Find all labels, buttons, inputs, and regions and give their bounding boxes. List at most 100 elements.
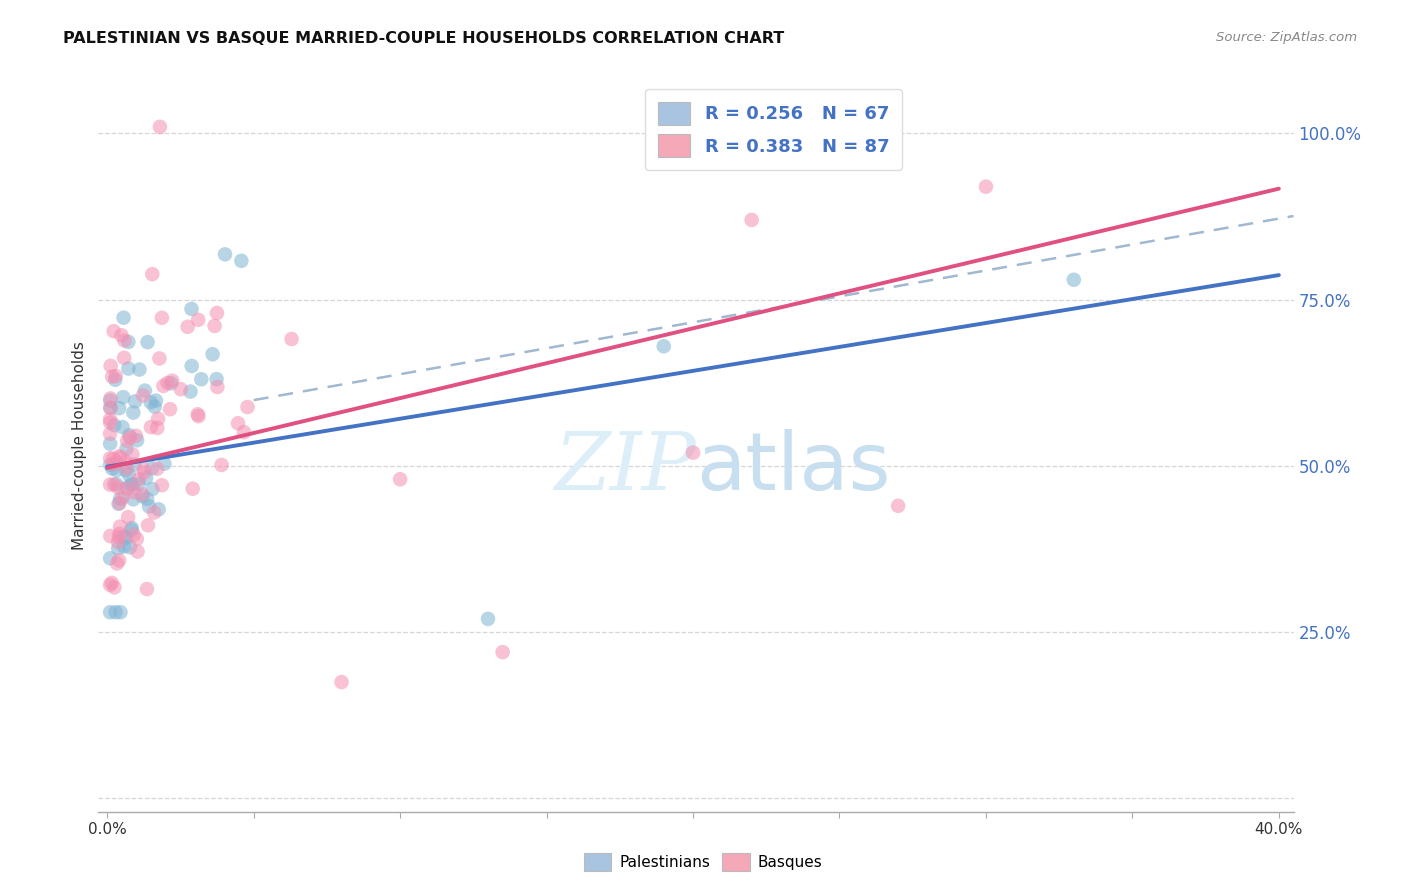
Point [103,324,125,338]
Point [111,491,134,505]
Point [136,582,159,596]
Point [101,369,124,384]
Point [280,332,302,346]
Point [103,477,125,491]
Point [98,451,121,466]
Point [115,481,138,495]
Point [974,179,997,194]
Point [122,527,145,541]
Point [141,482,163,496]
Point [100,392,122,406]
Point [148,351,170,366]
Point [98,426,121,441]
Point [136,491,159,506]
Point [111,420,134,434]
Point [103,451,125,466]
Point [159,402,181,417]
Point [105,455,128,469]
Point [101,461,124,475]
Text: atlas: atlas [696,429,890,507]
Point [124,394,146,409]
Point [190,372,212,386]
Point [131,489,153,503]
Point [330,675,353,690]
Point [117,334,139,349]
Point [682,445,704,459]
Point [110,328,132,343]
Point [98,477,121,491]
Point [127,434,149,448]
Point [122,485,145,500]
Point [121,447,143,461]
Point [108,496,131,510]
Point [108,530,131,544]
Point [128,362,150,376]
Point [132,462,155,476]
Point [112,351,135,365]
Point [105,477,128,491]
Point [115,455,138,469]
Point [139,395,162,409]
Point [204,318,226,333]
Point [122,477,145,491]
Point [134,466,156,480]
Point [118,428,141,442]
Point [98,529,121,543]
Point [108,449,131,463]
Point [121,523,143,537]
Point [201,347,224,361]
Point [139,420,162,434]
Point [120,477,142,491]
Point [124,458,146,472]
Point [108,553,131,567]
Point [110,450,132,465]
Point [115,434,138,448]
Point [117,482,139,496]
Point [108,491,131,506]
Point [149,120,172,134]
Point [108,401,131,416]
Point [125,429,148,443]
Point [98,605,121,619]
Point [741,213,763,227]
Point [112,540,135,554]
Point [112,530,135,544]
Point [114,334,136,348]
Point [214,247,236,261]
Point [112,310,135,325]
Point [103,457,125,471]
Point [180,359,202,373]
Point [103,418,125,433]
Point [100,359,122,373]
Point [115,463,138,477]
Point [104,373,127,387]
Legend: Palestinians, Basques: Palestinians, Basques [578,847,828,877]
Point [141,267,163,281]
Point [98,436,121,450]
Point [492,645,515,659]
Point [98,412,121,426]
Point [170,382,193,396]
Point [153,457,176,471]
Point [104,368,127,383]
Point [145,393,167,408]
Text: ZIP: ZIP [554,429,696,507]
Point [136,518,159,533]
Point [231,253,253,268]
Point [181,482,204,496]
Point [141,461,163,475]
Point [132,388,155,402]
Point [150,478,173,492]
Point [162,374,184,388]
Point [107,497,129,511]
Point [127,544,149,558]
Point [150,310,173,325]
Point [187,409,209,424]
Point [205,306,228,320]
Point [138,500,160,514]
Point [160,376,183,391]
Point [105,557,128,571]
Point [128,476,150,491]
Point [652,339,675,353]
Point [180,301,202,316]
